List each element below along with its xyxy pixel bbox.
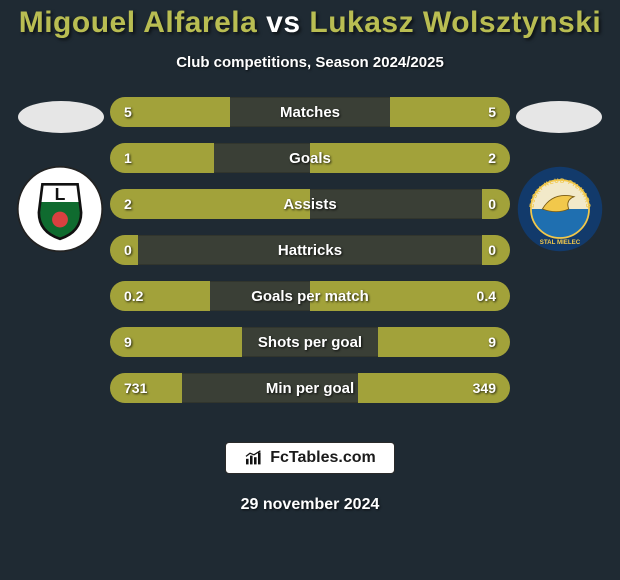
svg-text:L: L	[55, 184, 66, 204]
player1-photo-placeholder	[18, 101, 104, 133]
player2-photo-placeholder	[516, 101, 602, 133]
stat-bar-right	[482, 235, 510, 265]
club-logo-left-svg: L	[16, 165, 104, 253]
stat-bar-right	[390, 97, 510, 127]
club-logo-right-svg: MIEJSKI KLUB PILKARSKI STAL MIELEC	[516, 165, 604, 253]
stat-bar-left	[110, 189, 310, 219]
stat-bar-right	[310, 281, 510, 311]
player1-name: Migouel Alfarela	[19, 6, 258, 39]
stat-row: Goals12	[110, 143, 510, 173]
stat-bar-left	[110, 235, 138, 265]
stat-bar-right	[378, 327, 510, 357]
stats-bars: Matches55 Goals12 Assists20 Hattricks00 Goal…	[110, 97, 510, 419]
subtitle: Club competitions, Season 2024/2025	[0, 54, 620, 71]
stat-row: Goals per match0.20.4	[110, 281, 510, 311]
stat-bar-right	[358, 373, 510, 403]
stat-bar-left	[110, 373, 182, 403]
stat-bar-left	[110, 97, 230, 127]
comparison-card: Migouel Alfarela vs Lukasz Wolsztynski C…	[0, 0, 620, 580]
stat-row: Assists20	[110, 189, 510, 219]
comparison-layout: L MIEJSKI KLUB PILKARSKI STAL MIELEC Mat…	[0, 97, 620, 427]
vs-text: vs	[266, 6, 300, 39]
stat-bar-left	[110, 143, 214, 173]
stat-bar-left	[110, 281, 210, 311]
brand-chart-icon	[244, 450, 264, 466]
svg-text:STAL MIELEC: STAL MIELEC	[540, 239, 581, 246]
stat-row: Hattricks00	[110, 235, 510, 265]
brand-text: FcTables.com	[270, 449, 376, 467]
page-title: Migouel Alfarela vs Lukasz Wolsztynski	[0, 6, 620, 40]
stat-label: Hattricks	[110, 235, 510, 265]
player2-club-logo: MIEJSKI KLUB PILKARSKI STAL MIELEC	[516, 165, 604, 253]
stat-row: Min per goal731349	[110, 373, 510, 403]
stat-row: Matches55	[110, 97, 510, 127]
brand-badge: FcTables.com	[225, 442, 395, 474]
date-text: 29 november 2024	[0, 496, 620, 514]
player2-name: Lukasz Wolsztynski	[309, 6, 601, 39]
stat-bar-right	[310, 143, 510, 173]
player1-club-logo: L	[16, 165, 104, 253]
stat-bar-right	[482, 189, 510, 219]
stat-bar-left	[110, 327, 242, 357]
stat-row: Shots per goal99	[110, 327, 510, 357]
footer: FcTables.com 29 november 2024	[0, 442, 620, 514]
